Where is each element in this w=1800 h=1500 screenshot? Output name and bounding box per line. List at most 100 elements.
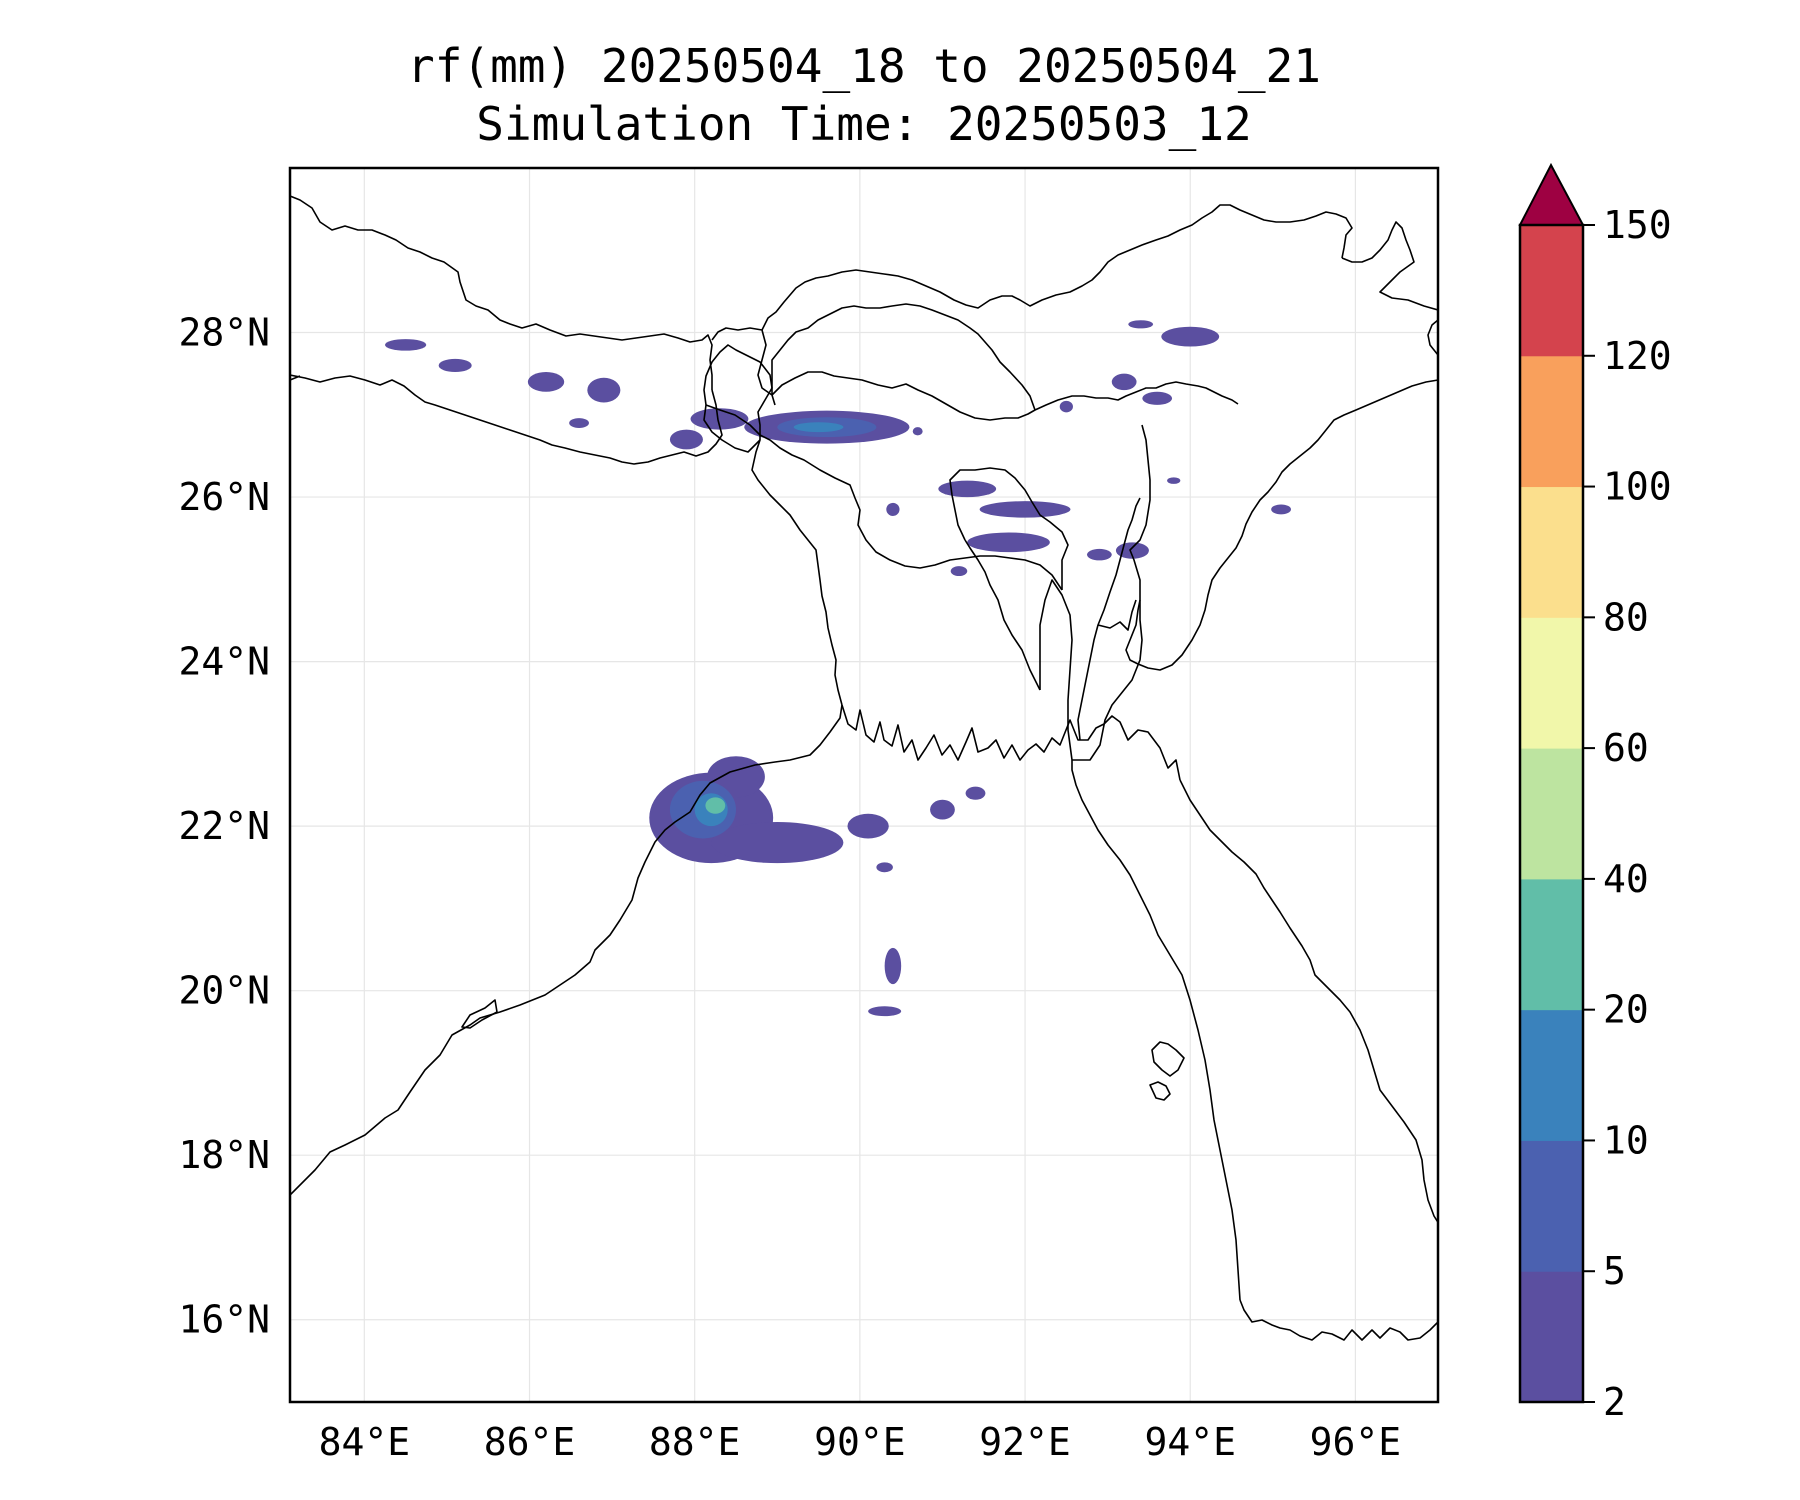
gridlines [290, 168, 1438, 1402]
rain-cell [1128, 320, 1154, 329]
colorbar-box [1520, 1009, 1583, 1141]
lon-tick-label: 96°E [1310, 1420, 1402, 1464]
myanmar-west-border [1071, 760, 1241, 1301]
lon-tick-label: 84°E [319, 1420, 411, 1464]
lat-tick-label: 16°N [178, 1298, 270, 1342]
colorbar-color-boxes [1520, 225, 1583, 1403]
rain-cell [384, 339, 427, 351]
colorbar-tick-label: 2 [1603, 1380, 1626, 1424]
bangladesh-east-border [949, 467, 1069, 590]
nepal-south-border [290, 374, 723, 465]
lat-tick-label: 20°N [178, 969, 270, 1013]
rain-cell [938, 480, 997, 498]
rain-cell [669, 429, 703, 450]
lat-tick-label: 18°N [178, 1133, 270, 1177]
ramree-island [1151, 1041, 1185, 1077]
colorbar-tick-label: 40 [1603, 857, 1649, 901]
chilika-outline [461, 999, 498, 1029]
colorbar-frame [1518, 223, 1585, 1404]
lat-tick-label: 22°N [178, 804, 270, 848]
coastlines-and-borders [290, 195, 1524, 1341]
colorbar-extend-arrow [1518, 162, 1585, 226]
rain-cell [950, 566, 968, 577]
rain-cell [1059, 400, 1073, 413]
rain-cell [930, 799, 955, 820]
bhutan-border [771, 303, 1036, 421]
map-background [290, 168, 1438, 1402]
rain-cell [847, 813, 889, 839]
map-panel: 84°E 86°E 88°E 90°E 92°E 94°E 96°E 16°N 18°N 20°… [178, 166, 1524, 1464]
rain-cell [438, 358, 472, 373]
rain-cell [705, 797, 726, 814]
lon-tick-label: 92°E [979, 1420, 1071, 1464]
rain-cell [1167, 477, 1181, 484]
rain-cell [1111, 373, 1137, 391]
sikkim-border [711, 327, 776, 406]
sundarbans-coastline [841, 704, 1181, 781]
colorbar-tick-label: 120 [1603, 334, 1672, 378]
colorbar-tick-label: 5 [1603, 1249, 1626, 1293]
rain-cell [1271, 504, 1291, 515]
colorbar-tick-label: 10 [1603, 1118, 1649, 1162]
colorbar-box [1520, 355, 1583, 488]
colorbar-tick-label: 100 [1603, 465, 1672, 509]
arunachal-east-border [1341, 221, 1438, 311]
bhutan-east-border [1034, 381, 1239, 411]
rain-cell [967, 532, 1050, 553]
china-south-border [761, 204, 1353, 331]
lon-tick-label: 94°E [1144, 1420, 1236, 1464]
colorbar-box [1520, 486, 1583, 618]
rain-cell [1086, 548, 1112, 561]
lon-tick-label: 86°E [484, 1420, 576, 1464]
rain-cell [527, 372, 565, 392]
lon-tick-label: 88°E [649, 1420, 741, 1464]
rainfall-shading [384, 320, 1291, 1017]
colorbar-box [1520, 748, 1583, 880]
colorbar-box [1520, 878, 1583, 1011]
myanmar-delta-coast [1239, 1299, 1438, 1341]
colorbar-box [1520, 225, 1583, 357]
rain-cell [711, 822, 844, 864]
colorbar: 2 5 10 20 40 60 80 100 120 150 [1518, 162, 1672, 1424]
lat-tick-label: 26°N [178, 475, 270, 519]
meghna-estuary [1077, 497, 1141, 741]
map-frame [288, 166, 1440, 1404]
rain-cell [569, 418, 589, 428]
longitude-tick-labels: 84°E 86°E 88°E 90°E 92°E 94°E 96°E [319, 1420, 1402, 1464]
india-east-coastline [290, 704, 843, 1196]
rain-cell [979, 501, 1071, 518]
colorbar-tick-label: 60 [1603, 726, 1649, 770]
colorbar-tick-label: 20 [1603, 988, 1649, 1032]
rain-cell [884, 947, 902, 985]
meghna-branch [1097, 599, 1137, 631]
rain-cell [912, 427, 923, 436]
rain-cell [868, 1006, 902, 1017]
mizoram-border [1039, 579, 1073, 761]
colorbar-tick-label: 150 [1603, 203, 1672, 247]
rain-cell [793, 422, 844, 433]
bangladesh-north-border [705, 404, 1063, 591]
latitude-tick-labels: 16°N 18°N 20°N 22°N 24°N 26°N 28°N [178, 311, 270, 1342]
lat-tick-label: 28°N [178, 311, 270, 355]
rain-cell [1142, 391, 1173, 405]
colorbar-box [1520, 1271, 1583, 1403]
rain-cell [886, 502, 900, 516]
lat-tick-label: 24°N [178, 640, 270, 684]
map-title: rf(mm) 20250504_18 to 20250504_21 [407, 39, 1321, 93]
rain-cell [1161, 326, 1220, 347]
map-subtitle: Simulation Time: 20250503_12 [476, 97, 1251, 151]
colorbar-tick-labels: 2 5 10 20 40 60 80 100 120 150 [1583, 203, 1672, 1424]
cheduba-island [1149, 1081, 1171, 1101]
rain-cell [587, 377, 621, 403]
colorbar-box [1520, 617, 1583, 749]
nepal-north-border [290, 195, 713, 390]
colorbar-box [1520, 1140, 1583, 1272]
andaman-sea-coast [1444, 1176, 1524, 1310]
colorbar-tick-label: 80 [1603, 595, 1649, 639]
rain-cell [965, 786, 986, 800]
myanmar-north-border [1125, 379, 1438, 671]
bangladesh-west-border [703, 344, 843, 706]
siliguri-corridor [703, 404, 761, 453]
west-edge-coast [290, 375, 301, 381]
